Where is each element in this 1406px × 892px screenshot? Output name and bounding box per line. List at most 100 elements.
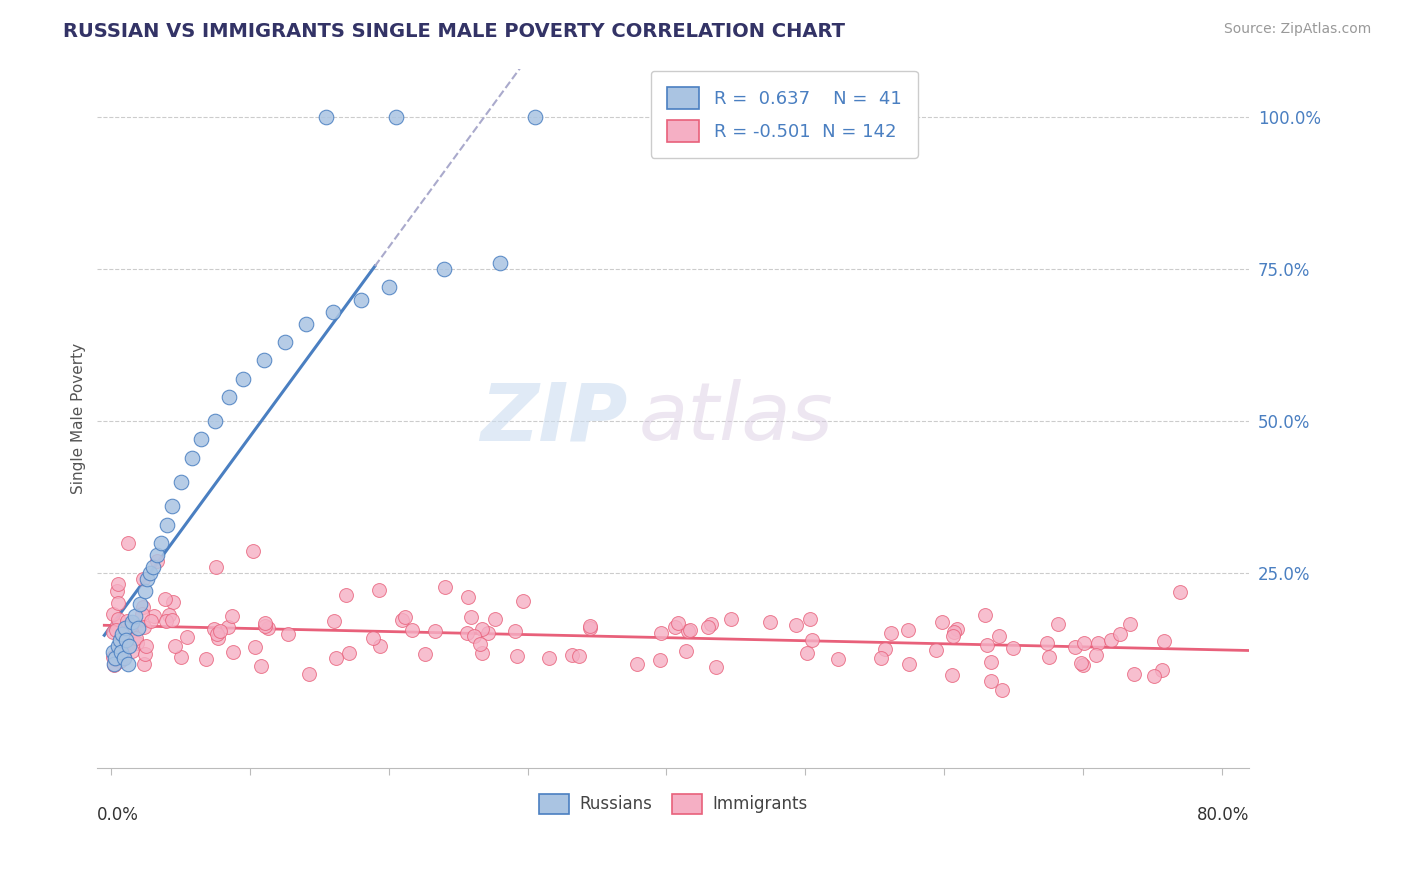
Point bbox=[135, 639, 157, 653]
Point bbox=[115, 614, 138, 628]
Point bbox=[110, 645, 132, 659]
Point bbox=[150, 535, 173, 549]
Point bbox=[1071, 658, 1094, 673]
Point bbox=[941, 668, 963, 682]
Point bbox=[155, 614, 177, 628]
Point bbox=[720, 612, 742, 626]
Point bbox=[1168, 584, 1191, 599]
Point bbox=[105, 617, 128, 632]
Point bbox=[679, 623, 702, 637]
Point bbox=[101, 650, 124, 665]
Point bbox=[980, 655, 1002, 669]
Point bbox=[120, 622, 142, 636]
Point bbox=[134, 584, 156, 599]
Point bbox=[1036, 636, 1059, 650]
Point bbox=[942, 629, 965, 643]
Point bbox=[880, 625, 903, 640]
Point bbox=[108, 654, 131, 668]
Point bbox=[127, 621, 149, 635]
Point bbox=[107, 639, 129, 653]
Point bbox=[505, 624, 527, 638]
Point bbox=[1002, 641, 1025, 656]
Point bbox=[988, 629, 1011, 643]
Text: atlas: atlas bbox=[638, 379, 834, 457]
Point bbox=[146, 548, 169, 562]
Point bbox=[103, 657, 125, 672]
Point bbox=[114, 621, 136, 635]
Point bbox=[391, 613, 413, 627]
Point bbox=[433, 581, 456, 595]
Text: ZIP: ZIP bbox=[479, 379, 627, 457]
Point bbox=[980, 673, 1002, 688]
Point bbox=[1099, 632, 1122, 647]
Point bbox=[991, 682, 1014, 697]
Point bbox=[676, 624, 699, 638]
Point bbox=[664, 620, 686, 634]
Point bbox=[1143, 669, 1166, 683]
Point bbox=[650, 626, 672, 640]
Point bbox=[626, 657, 648, 672]
Point bbox=[897, 657, 920, 671]
Point bbox=[648, 653, 671, 667]
Point bbox=[484, 612, 506, 626]
Point bbox=[976, 638, 998, 652]
Point bbox=[463, 629, 485, 643]
Point bbox=[242, 544, 264, 558]
Point bbox=[350, 293, 373, 307]
Point bbox=[413, 647, 436, 661]
Point bbox=[107, 596, 129, 610]
Point bbox=[1063, 640, 1085, 654]
Point bbox=[800, 632, 823, 647]
Point bbox=[384, 110, 406, 124]
Point bbox=[125, 631, 148, 645]
Point bbox=[209, 624, 232, 638]
Point bbox=[129, 597, 152, 611]
Point bbox=[218, 390, 240, 404]
Point bbox=[471, 622, 494, 636]
Point bbox=[132, 572, 155, 586]
Point bbox=[141, 614, 163, 628]
Point bbox=[700, 616, 723, 631]
Point bbox=[217, 620, 239, 634]
Point bbox=[869, 651, 891, 665]
Point bbox=[323, 614, 346, 628]
Point bbox=[112, 650, 135, 665]
Point bbox=[523, 110, 546, 124]
Point bbox=[471, 647, 494, 661]
Point bbox=[115, 633, 138, 648]
Point bbox=[157, 608, 180, 623]
Point bbox=[108, 633, 131, 648]
Point bbox=[176, 631, 198, 645]
Point bbox=[799, 612, 821, 626]
Point bbox=[1087, 636, 1109, 650]
Point bbox=[931, 615, 953, 630]
Point bbox=[460, 610, 482, 624]
Point bbox=[568, 648, 591, 663]
Point bbox=[103, 624, 125, 639]
Point bbox=[243, 640, 266, 655]
Point bbox=[537, 650, 560, 665]
Point bbox=[277, 626, 299, 640]
Point bbox=[112, 645, 135, 659]
Point bbox=[207, 632, 229, 646]
Point bbox=[298, 667, 321, 681]
Point bbox=[361, 631, 384, 645]
Point bbox=[337, 646, 360, 660]
Point bbox=[146, 554, 169, 568]
Point bbox=[254, 615, 277, 630]
Point bbox=[506, 648, 529, 663]
Point bbox=[315, 110, 337, 124]
Point bbox=[124, 608, 146, 623]
Point bbox=[335, 588, 357, 602]
Point bbox=[131, 607, 153, 621]
Point bbox=[132, 600, 155, 615]
Point bbox=[112, 651, 135, 665]
Point bbox=[204, 560, 226, 574]
Point bbox=[378, 280, 401, 294]
Point bbox=[873, 642, 896, 657]
Point bbox=[139, 566, 162, 581]
Point bbox=[103, 658, 125, 673]
Point bbox=[111, 627, 134, 641]
Point bbox=[785, 617, 807, 632]
Point bbox=[512, 593, 534, 607]
